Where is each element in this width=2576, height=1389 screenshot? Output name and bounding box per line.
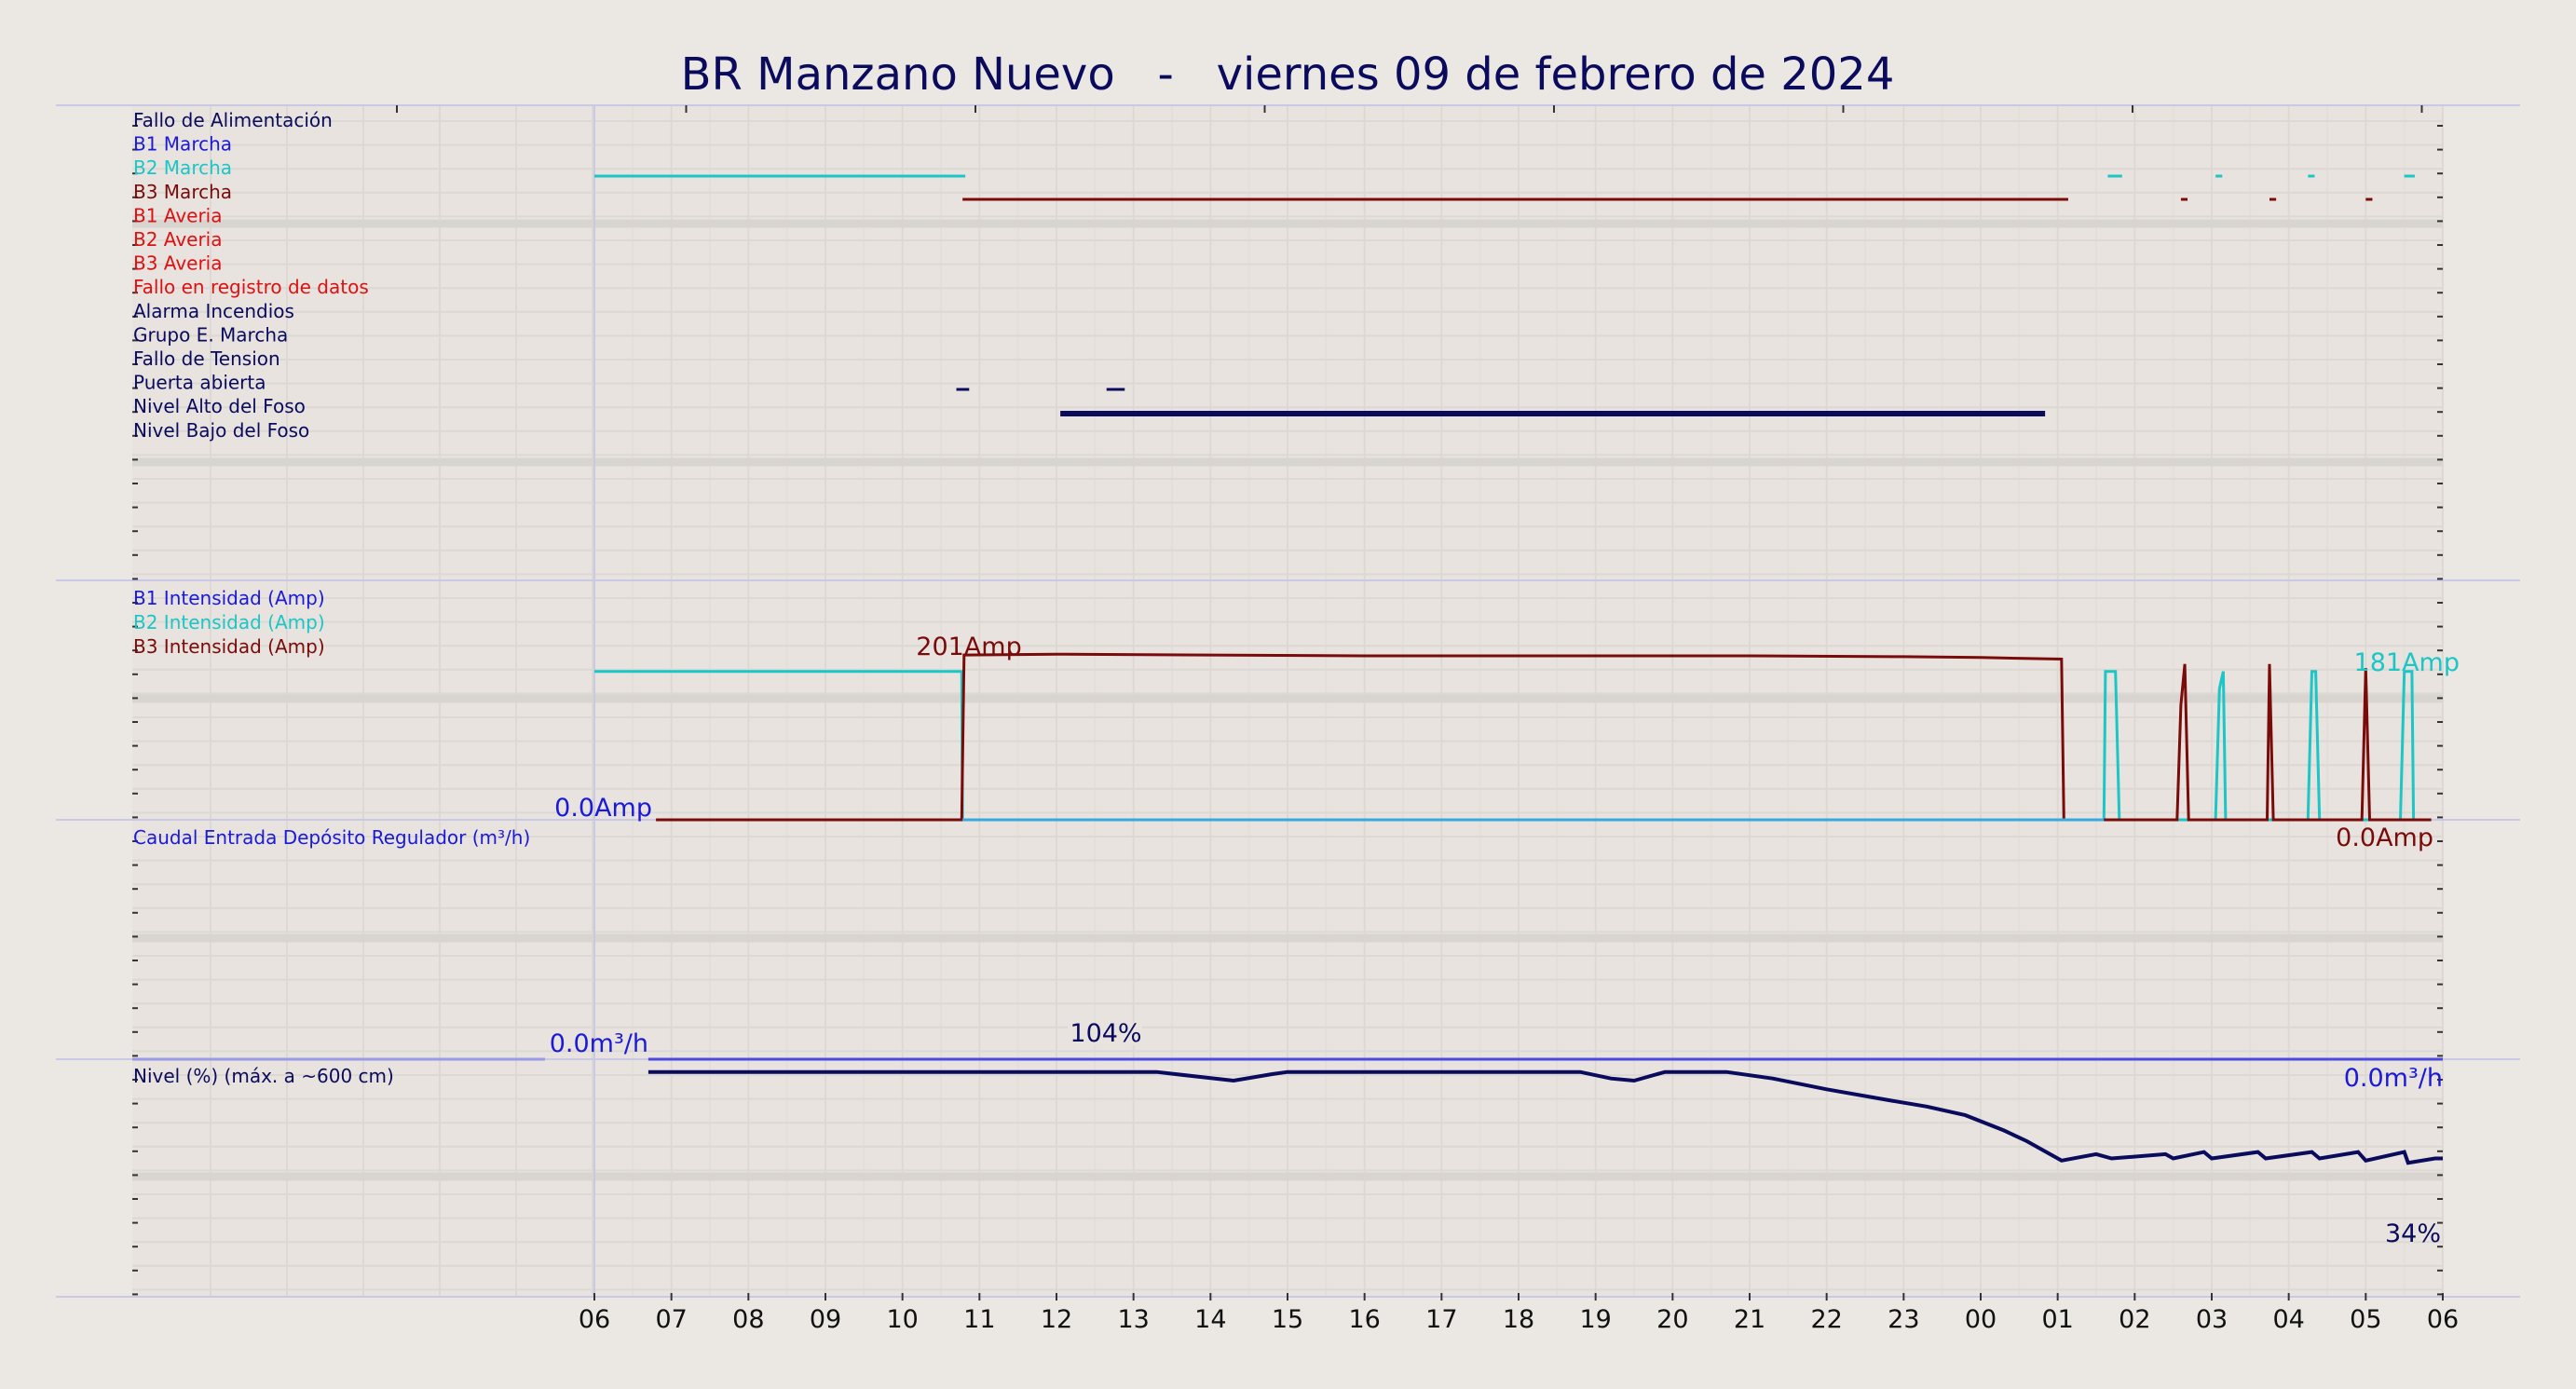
label-gap [1068, 1023, 1142, 1045]
x-tick-label: 19 [1579, 1305, 1611, 1334]
status-label: Puerta abierta [133, 372, 266, 394]
x-tick-label: 03 [2196, 1305, 2228, 1334]
x-tick-label: 21 [1734, 1305, 1765, 1334]
caudal-annotation: 0.0m³/h [2344, 1064, 2443, 1093]
status-label: B3 Marcha [133, 181, 232, 203]
status-label: Nivel Bajo del Foso [133, 419, 309, 442]
x-tick-label: 20 [1656, 1305, 1688, 1334]
x-tick-label: 08 [732, 1305, 764, 1334]
status-label: Alarma Incendios [133, 300, 294, 322]
intensity-annotation: 0.0Amp [554, 794, 652, 823]
chart-title: BR Manzano Nuevo - viernes 09 de febrero… [681, 48, 1895, 101]
intensity-label: B2 Intensidad (Amp) [133, 611, 325, 633]
intensity-annotation: 181Amp [2354, 648, 2460, 677]
x-tick-label: 04 [2272, 1305, 2304, 1334]
status-label: Fallo en registro de datos [133, 276, 369, 298]
x-tick-label: 23 [1888, 1305, 1919, 1334]
nivel-label: Nivel (%) (máx. a ~600 cm) [133, 1065, 394, 1087]
x-tick-label: 18 [1503, 1305, 1534, 1334]
status-label: Fallo de Tension [133, 347, 280, 370]
x-tick-label: 07 [655, 1305, 687, 1334]
status-label: B1 Marcha [133, 133, 232, 156]
x-tick-label: 17 [1425, 1305, 1457, 1334]
status-label: Fallo de Alimentación [133, 109, 333, 131]
x-tick-label: 09 [810, 1305, 841, 1334]
status-label: B3 Averia [133, 252, 223, 275]
intensity-annotation: 201Amp [916, 633, 1021, 661]
caudal-annotation: 0.0m³/h [550, 1029, 648, 1058]
x-tick-label: 05 [2350, 1305, 2381, 1334]
caudal-label: Caudal Entrada Depósito Regulador (m³/h) [133, 826, 530, 849]
x-tick-label: 12 [1041, 1305, 1072, 1334]
intensity-label: B3 Intensidad (Amp) [133, 635, 325, 658]
x-tick-label: 10 [886, 1305, 918, 1334]
x-tick-label: 16 [1348, 1305, 1380, 1334]
gridlines [132, 105, 2444, 1297]
intensity-line [594, 670, 2432, 822]
tick-marks [132, 105, 2443, 1296]
intensity-annotation: 0.0Amp [2336, 824, 2433, 852]
x-tick-label: 22 [1810, 1305, 1842, 1334]
data-series [132, 174, 2443, 1165]
x-tick-label: 02 [2119, 1305, 2150, 1334]
x-axis: 06 07 08 09 10 11 12 13 14 15 16 17 18 19 20 21 22 23 00 01… [579, 1293, 2459, 1334]
status-label: Nivel Alto del Foso [133, 395, 306, 417]
intensity-label: B1 Intensidad (Amp) [133, 587, 325, 609]
x-tick-label: 00 [1965, 1305, 1997, 1334]
status-label: B1 Averia [133, 204, 223, 226]
x-tick-label: 11 [963, 1305, 995, 1334]
status-label: B2 Averia [133, 228, 223, 251]
x-tick-label: 13 [1117, 1305, 1149, 1334]
nivel-annotation: 104% [1070, 1019, 1141, 1048]
x-tick-label: 14 [1194, 1305, 1226, 1334]
status-label: Grupo E. Marcha [133, 323, 288, 346]
value-annotations: 201Amp 0.0Amp 181Amp 0.0Amp 0.0m³/h 0.0m³/h 10… [550, 633, 2460, 1248]
x-tick-label: 01 [2041, 1305, 2073, 1334]
intensity-line [656, 652, 2432, 822]
x-tick-label: 06 [2427, 1305, 2459, 1334]
x-tick-label: 15 [1272, 1305, 1303, 1334]
nivel-line [647, 1069, 2443, 1165]
x-tick-label: 06 [579, 1305, 610, 1334]
status-label: B2 Marcha [133, 157, 232, 179]
nivel-annotation: 34% [2385, 1219, 2441, 1248]
